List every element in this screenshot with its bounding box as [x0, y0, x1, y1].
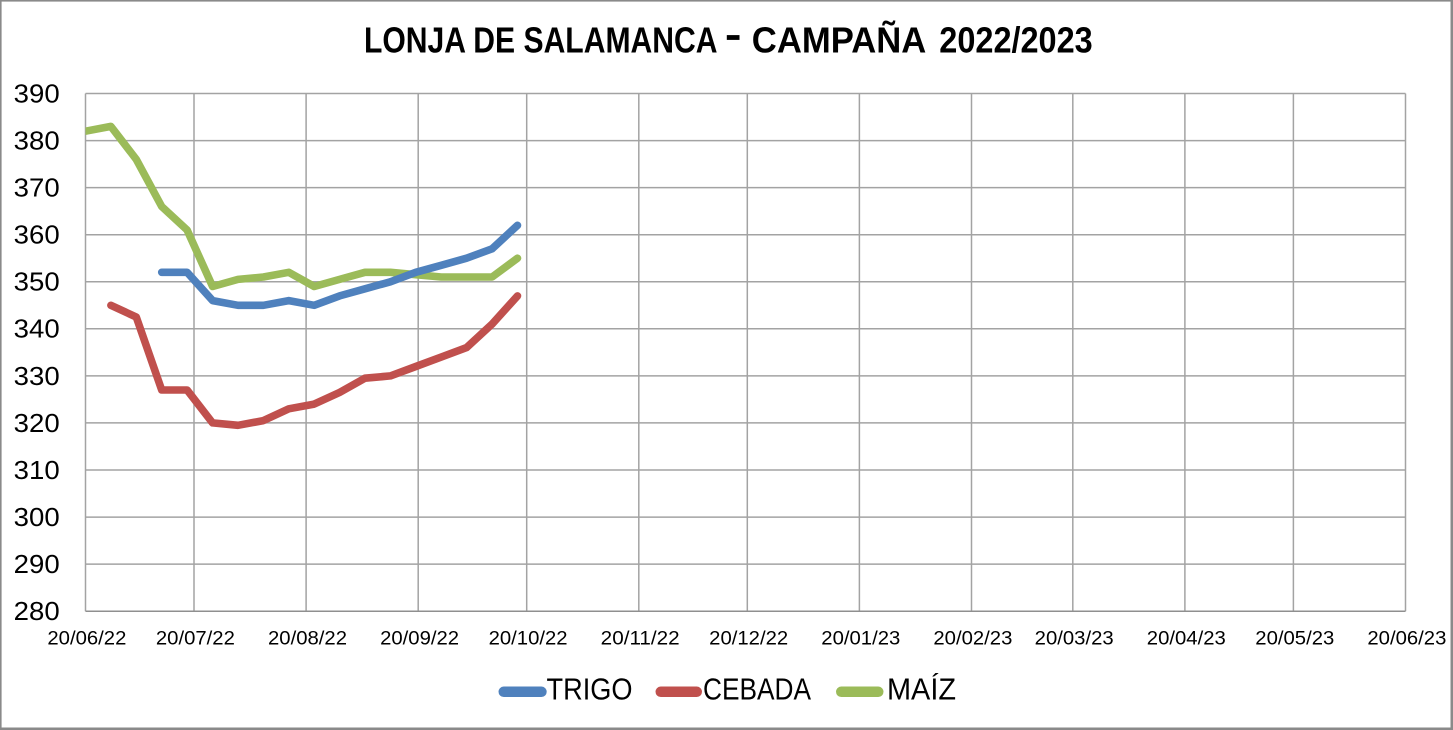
svg-text:TRIGO: TRIGO [547, 672, 633, 707]
svg-text:390: 390 [14, 78, 60, 108]
svg-text:370: 370 [14, 173, 60, 203]
svg-text:20/03/23: 20/03/23 [1035, 628, 1114, 649]
svg-text:20/06/22: 20/06/22 [47, 628, 126, 649]
svg-text:280: 280 [14, 596, 60, 626]
svg-text:320: 320 [14, 408, 60, 438]
svg-text:LONJA DE SALAMANCA: LONJA DE SALAMANCA [364, 20, 718, 60]
svg-text:CEBADA: CEBADA [703, 672, 811, 707]
svg-text:20/06/23: 20/06/23 [1367, 628, 1446, 649]
svg-text:20/09/22: 20/09/22 [380, 628, 459, 649]
svg-text:20/08/22: 20/08/22 [268, 628, 347, 649]
svg-text:2022/2023: 2022/2023 [939, 20, 1092, 60]
svg-text:CAMPAÑA: CAMPAÑA [752, 20, 927, 60]
svg-text:20/05/23: 20/05/23 [1255, 628, 1334, 649]
svg-text:MAÍZ: MAÍZ [887, 672, 956, 707]
svg-text:310: 310 [14, 455, 60, 485]
svg-text:380: 380 [14, 126, 60, 156]
svg-text:20/11/22: 20/11/22 [601, 628, 680, 649]
svg-text:20/02/23: 20/02/23 [933, 628, 1012, 649]
svg-text:330: 330 [14, 361, 60, 391]
svg-text:20/10/22: 20/10/22 [489, 628, 568, 649]
svg-text:20/07/22: 20/07/22 [156, 628, 235, 649]
svg-text:340: 340 [14, 314, 60, 344]
svg-text:350: 350 [14, 267, 60, 297]
svg-text:20/01/23: 20/01/23 [821, 628, 900, 649]
svg-text:290: 290 [14, 549, 60, 579]
svg-text:20/04/23: 20/04/23 [1147, 628, 1226, 649]
svg-text:20/12/22: 20/12/22 [709, 628, 788, 649]
svg-text:300: 300 [14, 502, 60, 532]
svg-text:360: 360 [14, 220, 60, 250]
